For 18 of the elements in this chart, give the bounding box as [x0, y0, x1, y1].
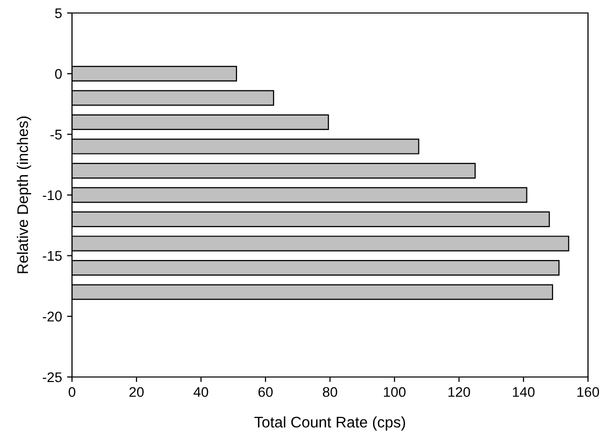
y-tick-label: -15	[42, 251, 62, 261]
x-tick-label: 160	[577, 387, 600, 397]
y-tick-label: 0	[55, 69, 62, 79]
y-tick-label: 5	[55, 8, 62, 18]
x-tick-label: 80	[322, 387, 338, 397]
x-axis-title: Total Count Rate (cps)	[254, 416, 406, 431]
x-tick-label: 40	[194, 387, 208, 397]
x-tick-label: 60	[258, 387, 273, 397]
x-tick-label: 0	[68, 387, 76, 397]
y-tick-label: -10	[42, 190, 62, 200]
y-tick-label: -20	[42, 312, 62, 322]
x-tick-label: 120	[448, 387, 470, 397]
y-tick-label: -5	[50, 130, 62, 140]
x-tick-label: 100	[384, 387, 406, 397]
x-tick-label: 20	[129, 387, 144, 397]
y-axis-title: Relative Depth (inches)	[16, 116, 32, 274]
y-tick-label: -25	[42, 372, 62, 382]
x-tick-label: 140	[512, 387, 535, 397]
